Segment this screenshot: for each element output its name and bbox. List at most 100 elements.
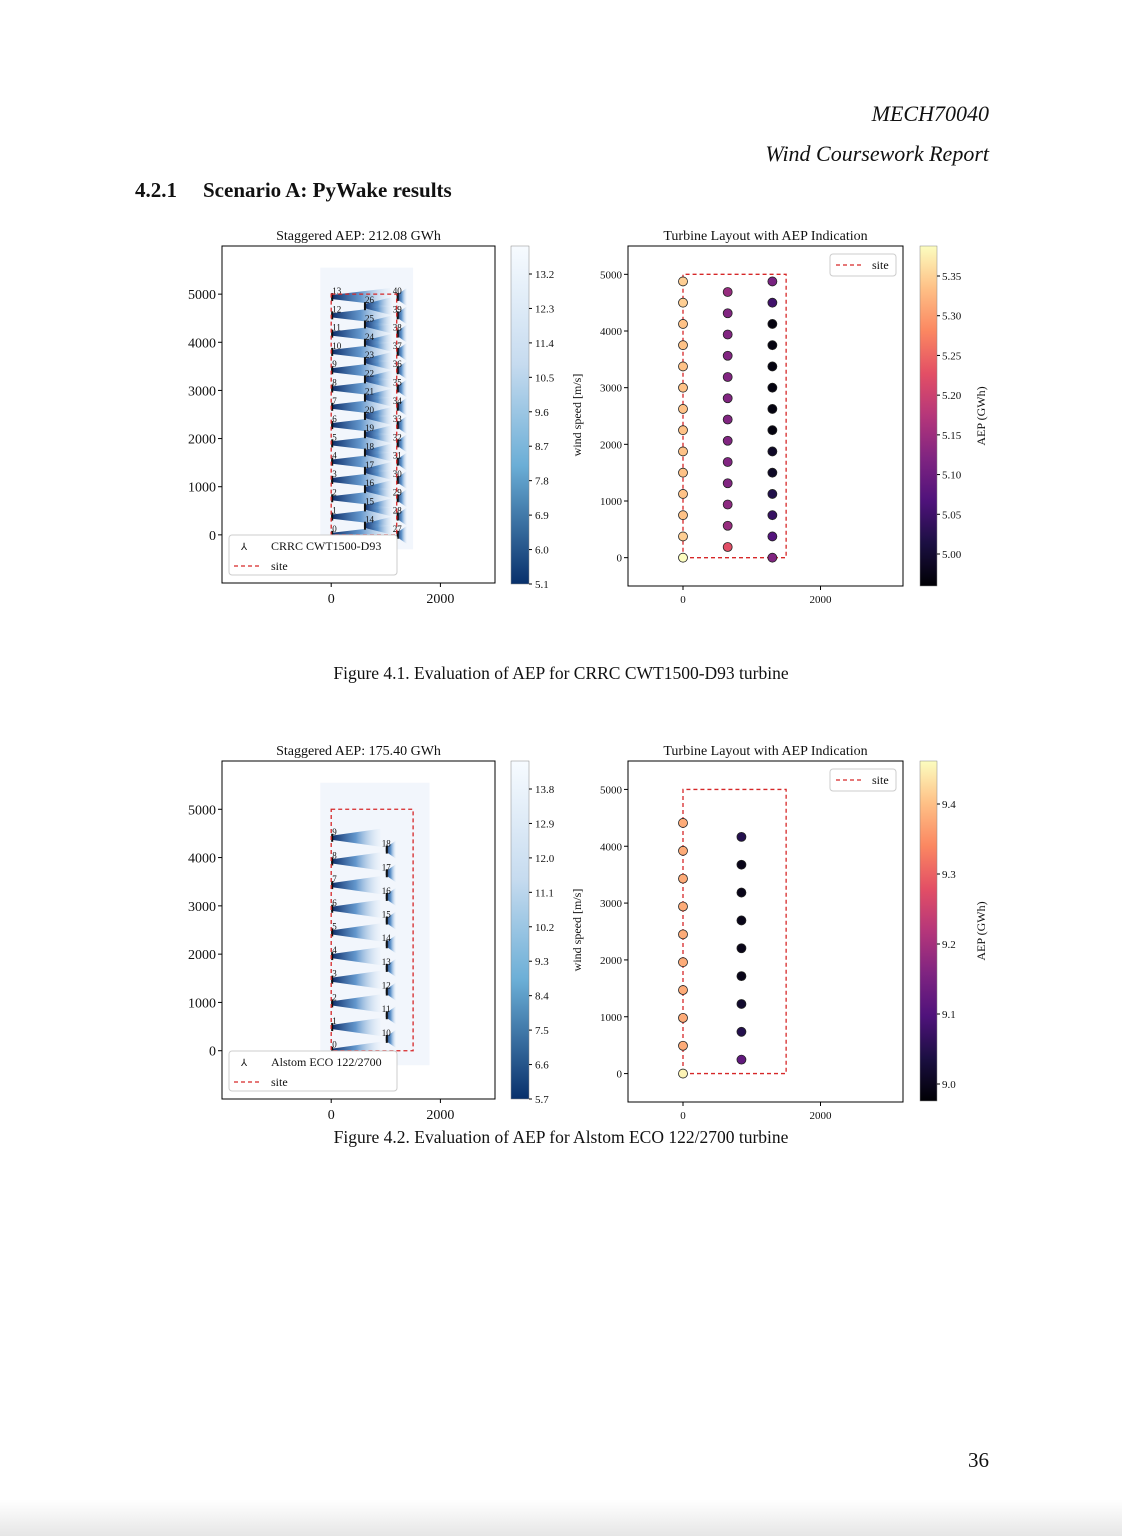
colorbar-tick-label: 8.7	[535, 441, 549, 453]
y-tick-label: 3000	[600, 898, 623, 910]
turbine-aep-point	[678, 467, 688, 478]
turbine-label: 35	[393, 378, 403, 388]
wake-plume	[363, 516, 392, 535]
colorbar-label: wind speed [m/s]	[570, 374, 584, 457]
turbine-aep-point	[678, 361, 688, 372]
colorbar-tick-label: 12.3	[535, 303, 555, 315]
turbine-label: 0	[332, 524, 337, 534]
figure-4-1: Staggered AEP: 212.08 GWh012345678910111…	[188, 229, 988, 607]
turbine-aep-point	[678, 340, 688, 351]
colorbar-tick-label: 9.3	[942, 869, 956, 881]
wake-plume	[363, 388, 392, 407]
turbine-label: 17	[365, 460, 375, 470]
wake-plume	[363, 425, 392, 444]
colorbar-tick-label: 5.7	[535, 1094, 549, 1106]
turbine-label: 10	[382, 1028, 392, 1038]
aep-map-legend	[829, 253, 897, 277]
x-tick-label: 2000	[810, 1110, 833, 1122]
wake-plume	[363, 370, 392, 389]
wake-plume	[385, 935, 396, 954]
turbine-aep-point	[722, 350, 733, 361]
turbine-label: 24	[365, 332, 375, 342]
y-tick-label: 1000	[188, 996, 216, 1011]
colorbar-tick-label: 5.30	[942, 311, 962, 323]
turbine-aep-point	[722, 308, 733, 319]
turbine-label: 7	[332, 396, 337, 406]
turbine-label: 15	[365, 496, 375, 506]
colorbar-tick-label: 9.1	[942, 1009, 956, 1021]
wake-plume	[385, 887, 396, 906]
wake-plume	[385, 982, 396, 1001]
turbine-label: 32	[393, 432, 402, 442]
turbine-aep-point	[678, 510, 688, 521]
turbine-label: 4	[332, 451, 337, 461]
colorbar-tick-label: 12.0	[535, 853, 555, 865]
colorbar-tick-label: 7.8	[535, 476, 549, 488]
wake-plume	[363, 406, 392, 425]
colorbar-tick-label: 5.20	[942, 390, 962, 402]
turbine-aep-point	[767, 340, 778, 351]
y-tick-label: 3000	[188, 384, 216, 399]
header-course-code: MECH70040	[871, 101, 989, 126]
wake-plume	[396, 306, 407, 325]
colorbar-tick-label: 5.1	[535, 579, 549, 591]
turbine-label: 16	[382, 886, 392, 896]
turbine-aep-point	[736, 971, 747, 982]
wake-plume	[385, 840, 396, 859]
turbine-aep-point	[678, 985, 688, 995]
y-tick-label: 0	[209, 529, 216, 544]
turbine-label: 2	[332, 992, 337, 1002]
wake-plume	[396, 288, 407, 307]
colorbar-label: AEP (GWh)	[974, 901, 988, 960]
site-boundary	[682, 788, 787, 1075]
turbine-aep-point	[678, 382, 688, 393]
turbine-aep-point	[678, 873, 688, 884]
turbine-aep-point	[767, 361, 778, 372]
turbine-label: 14	[365, 515, 375, 525]
turbine-label: 25	[365, 313, 375, 323]
wake-plume	[331, 994, 381, 1013]
turbine-aep-point	[678, 901, 688, 912]
y-tick-label: 4000	[600, 326, 623, 338]
colorbar-tick-label: 6.6	[535, 1060, 549, 1072]
wake-plume	[396, 324, 407, 343]
aep-map-axes	[627, 760, 904, 1103]
colorbar-tick-label: 6.0	[535, 545, 549, 557]
colorbar-tick-label: 9.3	[535, 956, 549, 968]
wake-plume	[396, 379, 407, 398]
turbine-aep-point	[722, 435, 733, 446]
turbine-label: 5	[332, 921, 337, 931]
wake-plume	[396, 525, 407, 544]
turbine-aep-point	[767, 489, 778, 499]
turbine-label: 38	[393, 323, 403, 333]
legend-site-label: site	[271, 1075, 288, 1089]
colorbar-tick-label: 9.0	[942, 1079, 956, 1091]
y-tick-label: 2000	[600, 439, 623, 451]
wind-speed-colorbar	[510, 245, 530, 585]
wake-plume	[396, 342, 407, 361]
y-tick-label: 3000	[600, 383, 623, 395]
y-tick-label: 5000	[188, 803, 216, 818]
turbine-aep-point	[736, 887, 747, 898]
legend-site-label: site	[271, 559, 288, 573]
wake-plume	[385, 1029, 396, 1048]
turbine-label: 1	[332, 1016, 337, 1026]
turbine-aep-point	[736, 831, 747, 842]
figure-4-2-caption: Figure 4.2. Evaluation of AEP for Alstom…	[333, 1127, 789, 1147]
turbine-label: 10	[332, 341, 342, 351]
turbine-label: 3	[332, 969, 337, 979]
turbine-label: 19	[365, 423, 375, 433]
y-tick-label: 5000	[600, 784, 623, 796]
colorbar-tick-label: 9.2	[942, 939, 956, 951]
turbine-label: 12	[332, 304, 341, 314]
y-tick-label: 5000	[600, 269, 623, 281]
x-tick-label: 2000	[810, 594, 833, 606]
turbine-label: 8	[332, 378, 337, 388]
legend-site-label: site	[872, 773, 889, 787]
turbine-label: 23	[365, 350, 375, 360]
turbine-label: 2	[332, 487, 337, 497]
y-tick-label: 2000	[188, 433, 216, 448]
turbine-aep-point	[678, 319, 688, 329]
wake-plume	[396, 416, 407, 435]
turbine-aep-point	[678, 1012, 688, 1023]
